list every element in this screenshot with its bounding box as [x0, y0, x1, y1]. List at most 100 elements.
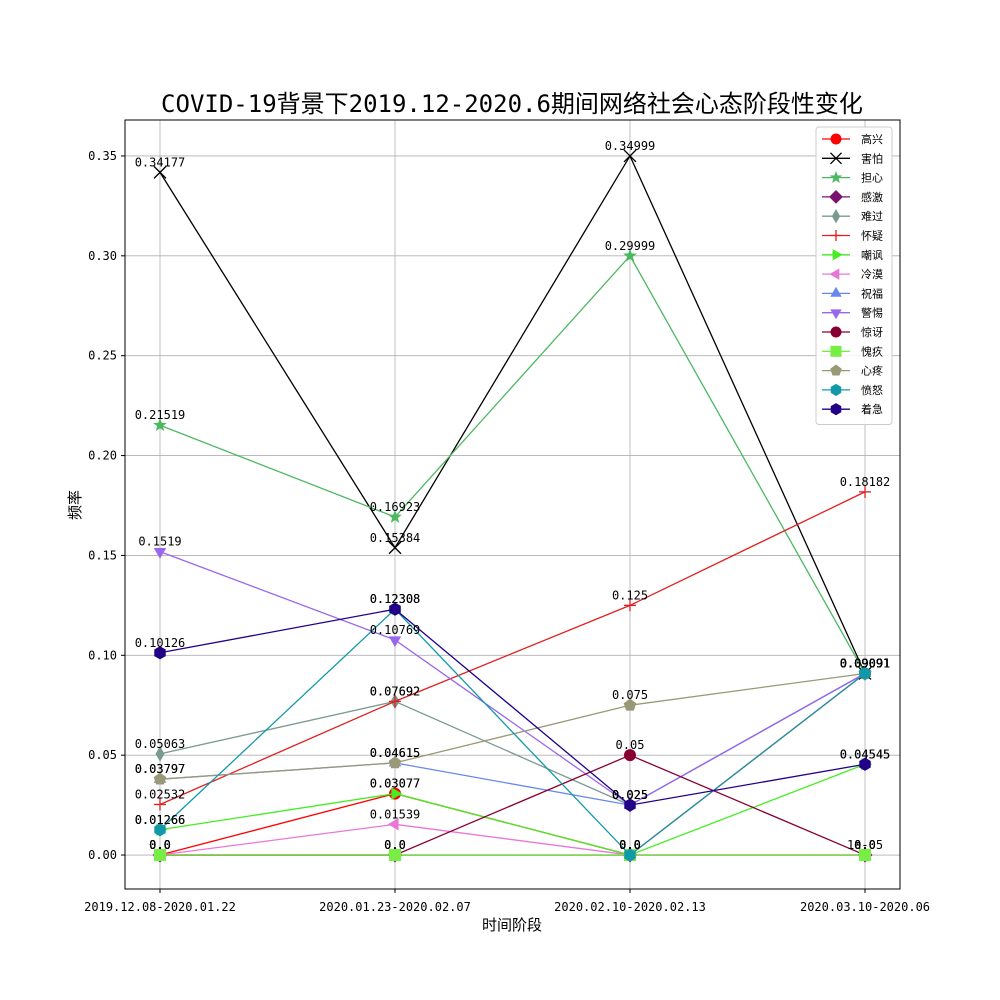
data-label: 0.16923 — [370, 500, 421, 514]
legend-marker — [830, 345, 842, 357]
series-高兴 — [154, 667, 871, 862]
data-label: 0.07692 — [370, 684, 421, 698]
data-label: 0.02532 — [135, 787, 186, 801]
data-label: 0.125 — [612, 588, 648, 602]
data-point — [154, 849, 166, 862]
series-group — [152, 149, 873, 863]
legend-marker — [830, 286, 842, 297]
series-line — [159, 763, 866, 856]
legend-label: 冷漠 — [861, 268, 883, 281]
data-label: 0.09091 — [840, 656, 891, 670]
data-label: 0.01266 — [135, 813, 186, 827]
legend-item: 嘲讽 — [822, 249, 883, 262]
series-line — [159, 672, 866, 856]
series-嘲讽 — [156, 758, 873, 862]
legend-label: 难过 — [861, 210, 883, 223]
data-point — [153, 548, 167, 559]
data-point — [859, 849, 871, 862]
data-label: 0.0 — [619, 838, 641, 852]
data-label: 0.04615 — [370, 746, 421, 760]
data-point — [153, 165, 167, 179]
data-label: 0.025 — [612, 788, 648, 802]
data-label: 1e-05 — [847, 838, 883, 852]
data-label: 0.03077 — [370, 777, 421, 791]
data-point — [388, 541, 402, 555]
legend-label: 怀疑 — [861, 230, 883, 243]
data-label: 0.0 — [384, 838, 406, 852]
y-tick-label: 0.05 — [88, 748, 117, 762]
x-tick-label: 2020.01.23-2020.02.07 — [319, 900, 471, 914]
data-point — [388, 509, 402, 523]
data-point — [154, 646, 166, 660]
legend-marker — [830, 309, 842, 320]
data-label: 0.01539 — [370, 807, 421, 821]
series-着急 — [154, 602, 871, 812]
data-label: 0.10126 — [135, 636, 186, 650]
series-line — [159, 672, 866, 780]
data-label: 0.15384 — [370, 531, 421, 545]
legend-item: 担心 — [822, 171, 883, 185]
legend-marker — [830, 152, 842, 165]
legend-label: 害怕 — [861, 151, 883, 165]
data-labels: 0.0 0.03077 0.0 0.09091 0.34177 0.15384 0.3499… — [135, 139, 891, 852]
y-tick-label: 0.35 — [88, 149, 117, 163]
data-label: 0.09091 — [840, 656, 891, 670]
legend-label: 愧疚 — [861, 344, 883, 358]
data-point — [153, 418, 167, 432]
data-label: 0.18182 — [840, 475, 891, 489]
legend-item: 怀疑 — [822, 230, 883, 243]
data-label: 0.29999 — [605, 239, 656, 253]
plot-frame — [124, 119, 901, 890]
data-label: 0.0 — [854, 838, 876, 852]
legend-item: 警惕 — [822, 306, 883, 320]
series-line — [159, 672, 866, 806]
data-label: 0.34999 — [605, 139, 656, 153]
data-point — [389, 849, 401, 862]
series-心疼 — [153, 666, 872, 785]
legend-item: 害怕 — [822, 151, 883, 165]
legend-label: 担心 — [861, 171, 883, 185]
data-label: 0.0 — [384, 838, 406, 852]
data-label: 0.0 — [619, 838, 641, 852]
data-label: 0.09091 — [840, 656, 891, 670]
legend-label: 着急 — [861, 402, 883, 416]
y-tick-label: 0.15 — [88, 548, 117, 562]
data-label: 0.04545 — [840, 747, 891, 761]
data-label: 0.09091 — [840, 656, 891, 670]
legend-item: 着急 — [822, 402, 883, 416]
data-point — [154, 798, 166, 811]
series-line — [159, 254, 866, 674]
legend-label: 高兴 — [861, 132, 883, 146]
data-label: 0.075 — [612, 688, 648, 702]
y-tick-label: 0.30 — [88, 249, 117, 263]
data-point — [859, 757, 871, 771]
legend-label: 警惕 — [861, 306, 883, 320]
series-line — [159, 608, 866, 856]
data-label: 0.0 — [149, 838, 171, 852]
legend-label: 嘲讽 — [861, 249, 883, 262]
legend-item: 冷漠 — [822, 268, 883, 281]
data-point — [859, 485, 871, 498]
legend-marker — [831, 209, 841, 224]
data-label: 0.09091 — [840, 656, 891, 670]
data-label: 0.03797 — [135, 762, 186, 776]
series-担心 — [153, 248, 872, 680]
data-label: 0.09091 — [840, 656, 891, 670]
data-label: 0.09091 — [840, 656, 891, 670]
series-line — [159, 608, 866, 806]
data-label: 0.0 — [619, 838, 641, 852]
legend-label: 祝福 — [861, 286, 883, 300]
data-point — [623, 248, 637, 262]
data-label: 0.07692 — [370, 684, 421, 698]
data-label: 0.0 — [149, 838, 171, 852]
data-label: 0.03797 — [135, 762, 186, 776]
y-axis-label: 频率 — [66, 490, 84, 520]
data-point — [388, 636, 402, 648]
x-axis-label: 时间阶段 — [482, 916, 542, 934]
legend-marker — [830, 230, 842, 241]
data-label: 0.1519 — [138, 535, 181, 549]
legend-item: 心疼 — [822, 364, 883, 378]
y-tick-label: 0.10 — [88, 648, 117, 662]
data-label: 0.10769 — [370, 623, 421, 637]
